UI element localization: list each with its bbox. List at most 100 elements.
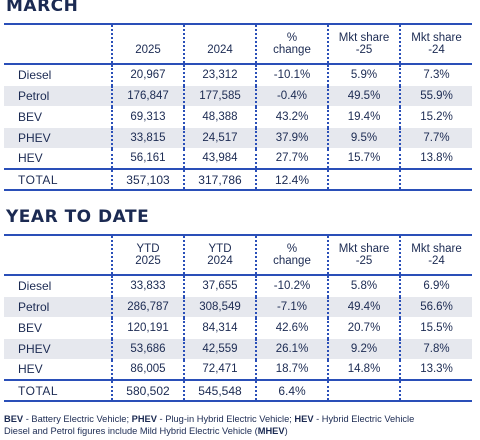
march-change: -10.1% [255,64,328,86]
march-table-row: HEV 56,161 43,984 27.7% 15.7% 13.8% [4,148,472,170]
march-table-row: Petrol 176,847 177,585 -0.4% 49.5% 55.9% [4,85,472,107]
march-value-2025: 69,313 [111,106,184,128]
ytd-fuel-label: HEV [4,359,112,381]
march-header-row: 2025 2024 % change Mkt share -25 Mkt sha… [4,23,472,65]
march-header-share24: Mkt share -24 [399,23,472,65]
ytd-change: -10.2% [255,275,328,297]
ytd-share-25: 14.8% [327,359,400,381]
ytd-total-row: TOTAL 580,502 545,548 6.4% [4,379,472,402]
ytd-value-2025: 120,191 [111,317,184,339]
ytd-value-2025: 286,787 [111,296,184,318]
march-value-2025: 33,815 [111,127,184,149]
march-value-2025: 56,161 [111,148,184,170]
march-share-25: 19.4% [327,106,400,128]
march-table-row: BEV 69,313 48,388 43.2% 19.4% 15.2% [4,106,472,128]
march-value-2025: 20,967 [111,64,184,86]
march-value-2024: 24,517 [183,127,256,149]
march-table-row: Diesel 20,967 23,312 -10.1% 5.9% 7.3% [4,64,472,86]
march-share-25: 49.5% [327,85,400,107]
footnote-line-2: Diesel and Petrol figures include Mild H… [4,425,476,437]
march-total-row: TOTAL 357,103 317,786 12.4% [4,168,472,191]
ytd-share-25: 5.8% [327,275,400,297]
march-title: MARCH [6,0,79,16]
ytd-title: YEAR TO DATE [6,207,150,227]
ytd-change: 42.6% [255,317,328,339]
footnote-hev-abbr: HEV [294,414,314,424]
march-share-24: 15.2% [399,106,472,128]
march-value-2025: 176,847 [111,85,184,107]
ytd-value-2025: 86,005 [111,359,184,381]
ytd-table: YTD 2025 YTD 2024 % change Mkt share -25… [4,234,472,402]
march-share-25: 15.7% [327,148,400,170]
march-share-24: 7.3% [399,64,472,86]
march-header-share25: Mkt share -25 [327,23,400,65]
march-value-2024: 177,585 [183,85,256,107]
march-fuel-label: BEV [4,106,112,128]
footnote-mhev-abbr: MHEV [257,426,285,436]
ytd-table-row: Diesel 33,833 37,655 -10.2% 5.8% 6.9% [4,275,472,297]
march-table: 2025 2024 % change Mkt share -25 Mkt sha… [4,23,472,191]
ytd-table-row: BEV 120,191 84,314 42.6% 20.7% 15.5% [4,317,472,339]
ytd-change: -7.1% [255,296,328,318]
ytd-value-2024: 308,549 [183,296,256,318]
ytd-change: 26.1% [255,338,328,360]
footnote-bev-text: - Battery Electric Vehicle; [23,414,132,424]
ytd-share-24: 15.5% [399,317,472,339]
ytd-share-24: 6.9% [399,275,472,297]
ytd-share-25: 49.4% [327,296,400,318]
footnote-phev-text: - Plug-in Hybrid Electric Vehicle; [156,414,295,424]
march-change: -0.4% [255,85,328,107]
ytd-fuel-label: Diesel [4,275,112,297]
march-header-blank [4,23,112,65]
ytd-change: 18.7% [255,359,328,381]
ytd-value-2025: 33,833 [111,275,184,297]
ytd-total-label: TOTAL [4,379,112,402]
footnote-line2-text: Diesel and Petrol figures include Mild H… [4,426,258,436]
march-fuel-label: PHEV [4,127,112,149]
ytd-share-25: 9.2% [327,338,400,360]
ytd-table-row: HEV 86,005 72,471 18.7% 14.8% 13.3% [4,359,472,381]
ytd-share-25: 20.7% [327,317,400,339]
march-share-24: 7.7% [399,127,472,149]
ytd-share-24: 7.8% [399,338,472,360]
march-share-24: 13.8% [399,148,472,170]
ytd-table-row: Petrol 286,787 308,549 -7.1% 49.4% 56.6% [4,296,472,318]
march-share-25: 9.5% [327,127,400,149]
footnote: BEV - Battery Electric Vehicle; PHEV - P… [4,413,476,437]
march-change: 43.2% [255,106,328,128]
ytd-value-2024: 84,314 [183,317,256,339]
march-total-share25 [327,168,400,191]
ytd-fuel-label: PHEV [4,338,112,360]
march-value-2024: 48,388 [183,106,256,128]
ytd-fuel-label: BEV [4,317,112,339]
ytd-value-2025: 53,686 [111,338,184,360]
ytd-share-24: 56.6% [399,296,472,318]
footnote-hev-text: - Hybrid Electric Vehicle [313,414,415,424]
march-total-2024: 317,786 [183,168,256,191]
ytd-header-row: YTD 2025 YTD 2024 % change Mkt share -25… [4,234,472,276]
march-change: 37.9% [255,127,328,149]
footnote-line-1: BEV - Battery Electric Vehicle; PHEV - P… [4,413,476,425]
ytd-header-blank [4,234,112,276]
ytd-header-share25: Mkt share -25 [327,234,400,276]
ytd-value-2024: 42,559 [183,338,256,360]
ytd-share-24: 13.3% [399,359,472,381]
march-total-label: TOTAL [4,168,112,191]
footnote-bev-abbr: BEV [4,414,24,424]
ytd-total-2025: 580,502 [111,379,184,402]
ytd-total-change: 6.4% [255,379,328,402]
footnote-line2-end: ) [284,426,288,436]
march-header-change: % change [255,23,328,65]
march-value-2024: 23,312 [183,64,256,86]
ytd-header-share24: Mkt share -24 [399,234,472,276]
march-fuel-label: Petrol [4,85,112,107]
ytd-total-share25 [327,379,400,402]
march-fuel-label: Diesel [4,64,112,86]
march-value-2024: 43,984 [183,148,256,170]
ytd-total-share24 [399,379,472,402]
march-share-24: 55.9% [399,85,472,107]
march-share-25: 5.9% [327,64,400,86]
ytd-fuel-label: Petrol [4,296,112,318]
ytd-total-2024: 545,548 [183,379,256,402]
march-header-2025: 2025 [111,23,184,65]
